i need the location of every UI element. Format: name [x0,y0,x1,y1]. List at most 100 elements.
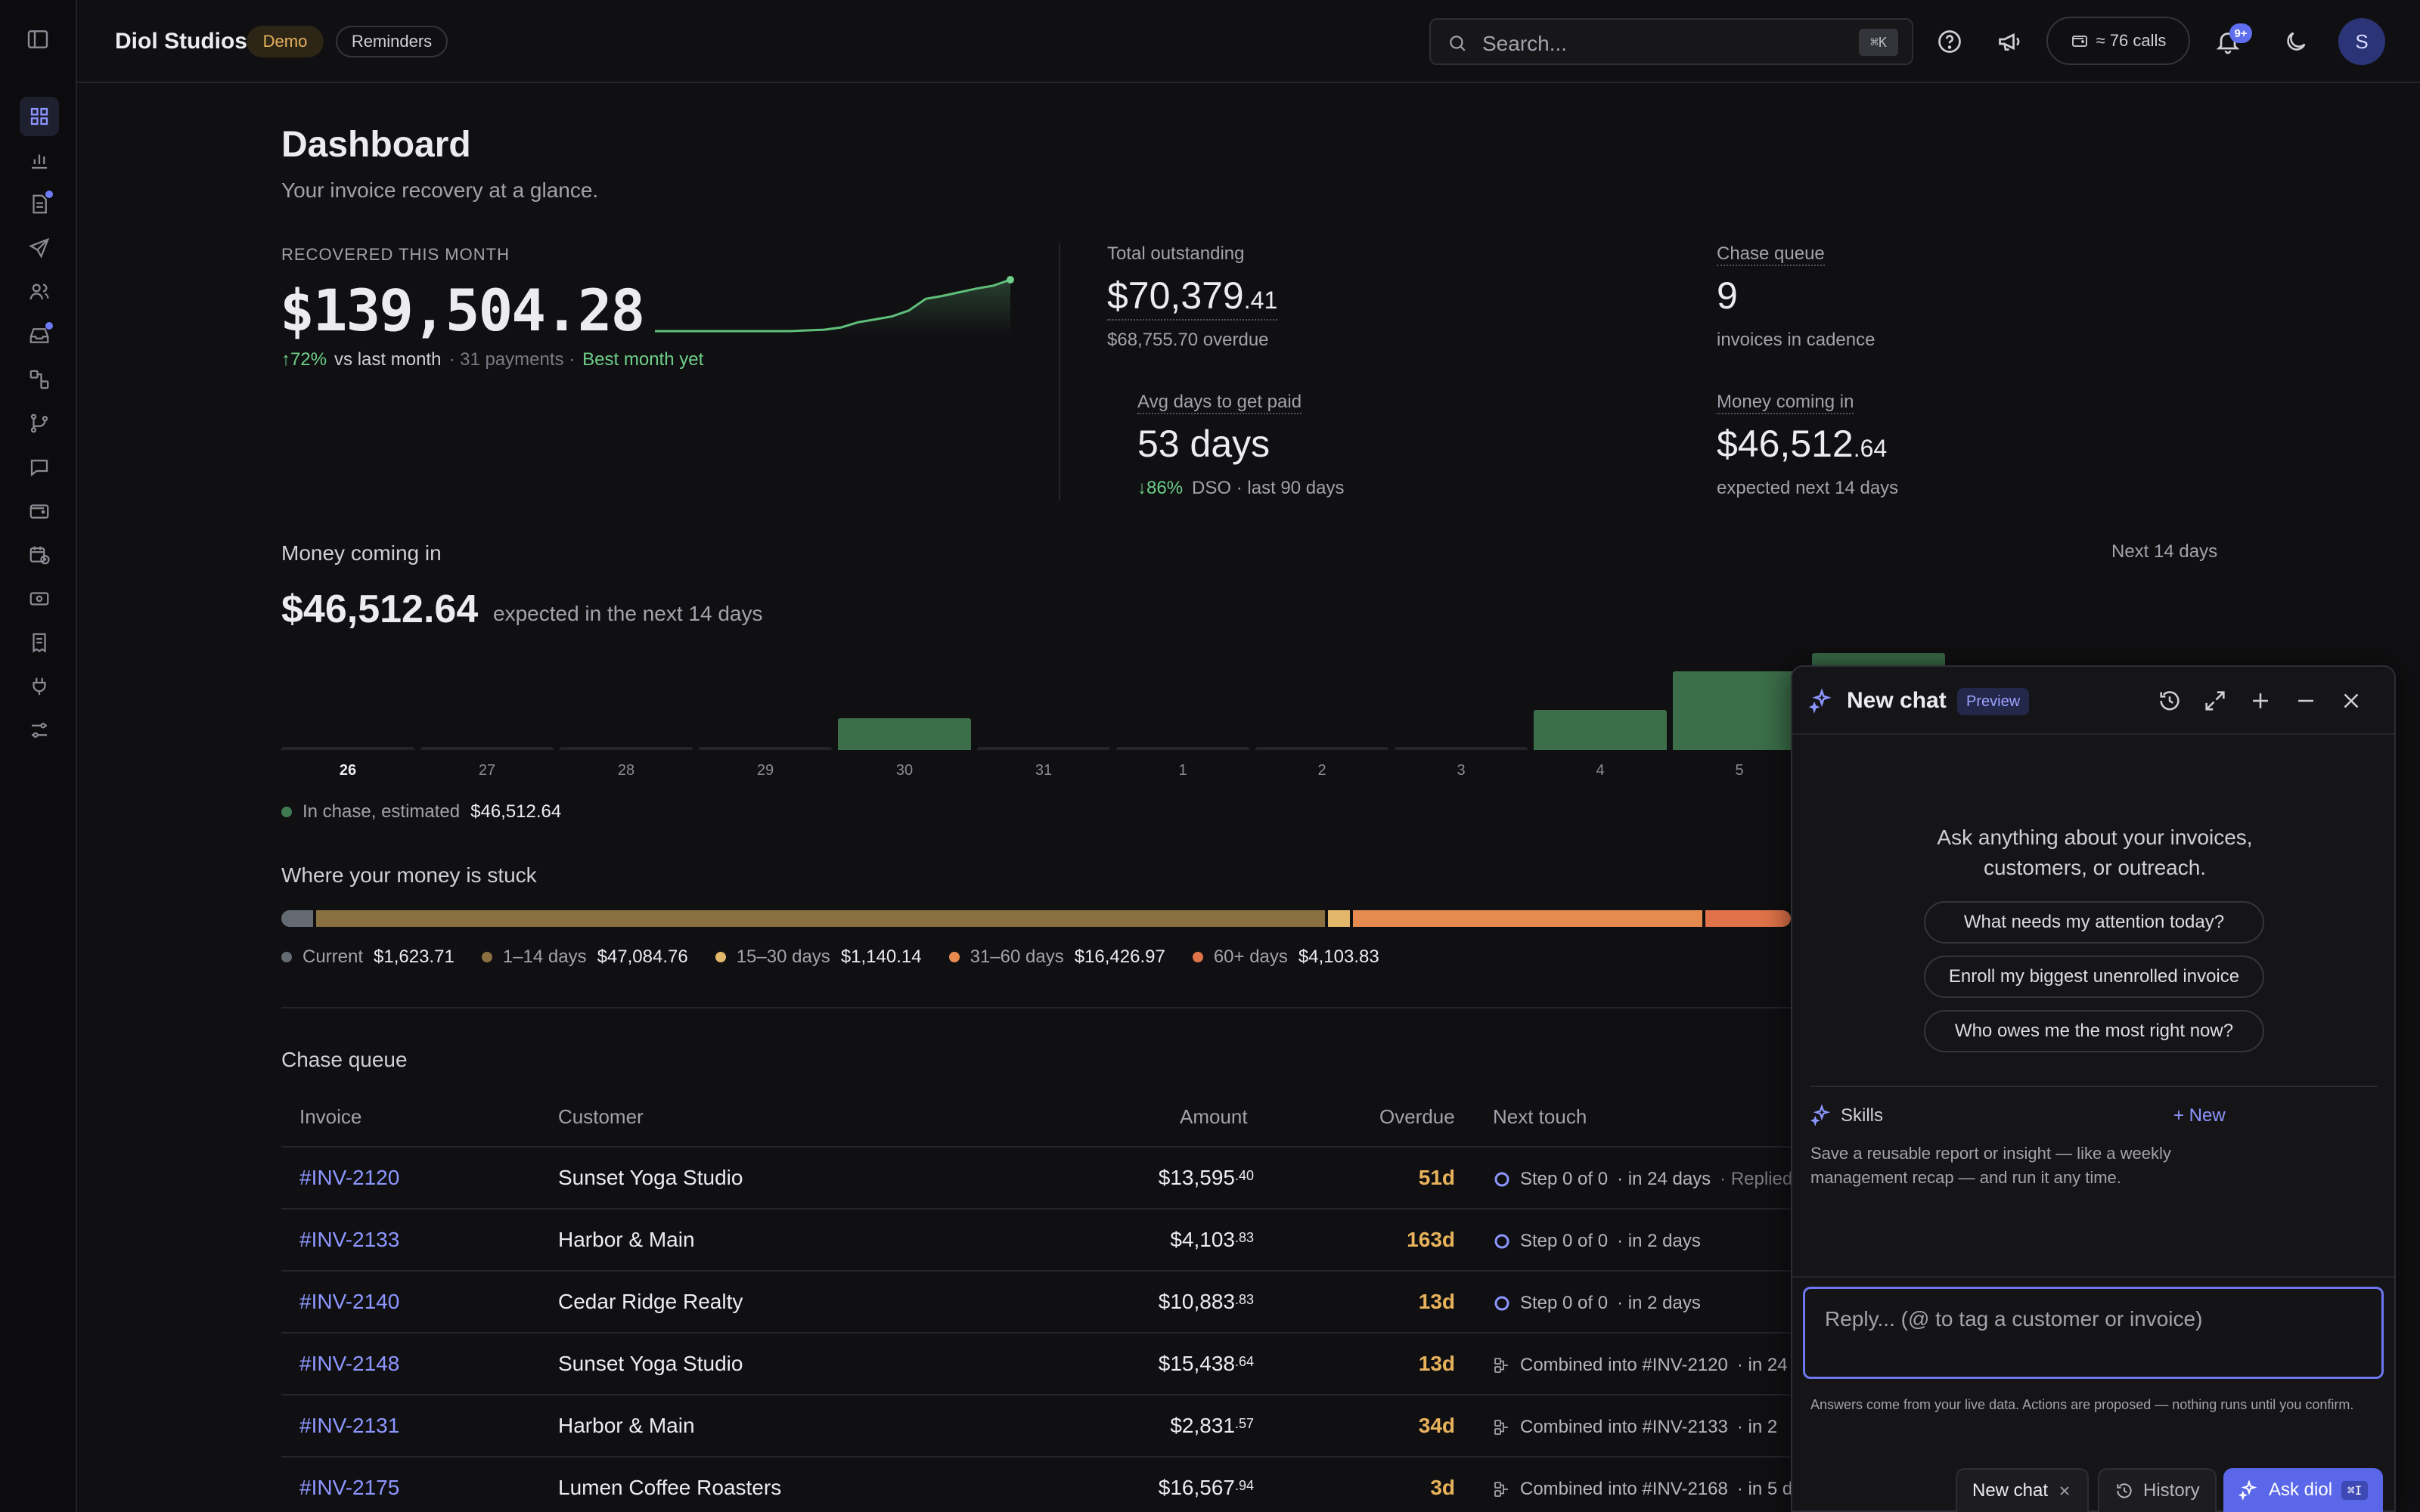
plus-icon[interactable] [2248,688,2273,714]
table-row[interactable]: #INV-2140 Cedar Ridge Realty $10,883.83 13d… [281,1270,1794,1332]
forecast-bar[interactable] [1395,747,1528,750]
invoice-link[interactable]: #INV-2140 [299,1290,400,1313]
forecast-bar[interactable] [838,718,971,750]
col-customer[interactable]: Customer [558,1105,644,1128]
forecast-bar[interactable] [699,747,832,750]
suggestion-owes-most[interactable]: Who owes me the most right now? [1924,1010,2264,1052]
forecast-bar[interactable] [1116,747,1249,750]
sidebar-item-inbox[interactable] [20,316,59,355]
invoice-link[interactable]: #INV-2133 [299,1228,400,1251]
sidebar-item-invoices[interactable] [20,184,59,224]
sidebar-item-settings[interactable] [20,711,59,750]
suggestion-attention[interactable]: What needs my attention today? [1924,901,2264,943]
sidebar-item-outreach[interactable] [20,228,59,268]
help-icon[interactable] [1930,22,1969,61]
forecast-bar[interactable] [1255,747,1388,750]
col-next-touch[interactable]: Next touch [1493,1105,1587,1128]
history-tab[interactable]: History [2098,1468,2217,1512]
git-branch-icon [30,414,48,433]
notifications-badge: 9+ [2229,23,2252,43]
sidebar-item-branches[interactable] [20,404,59,443]
aging-segment[interactable] [316,910,1326,927]
invoice-link[interactable]: #INV-2175 [299,1476,400,1499]
table-row[interactable]: #INV-2175 Lumen Coffee Roasters $16,567.94… [281,1456,1821,1512]
users-icon [29,284,49,300]
table-row[interactable]: #INV-2120 Sunset Yoga Studio $13,595.40 51d… [281,1146,1794,1208]
expand-icon[interactable] [2202,688,2228,714]
aging-segment[interactable] [1705,910,1791,927]
sidebar-item-billing[interactable] [20,623,59,662]
sidebar-item-integrations[interactable] [20,667,59,706]
megaphone-icon[interactable] [1990,22,2030,61]
customer-name[interactable]: Sunset Yoga Studio [558,1166,743,1189]
table-row[interactable]: #INV-2131 Harbor & Main $2,831.57 34d Combin… [281,1394,1794,1456]
customer-name[interactable]: Lumen Coffee Roasters [558,1476,782,1499]
sidebar-item-messages[interactable] [20,448,59,487]
aging-bar [281,910,1794,927]
sidebar-item-analytics[interactable] [20,141,59,180]
table-row[interactable]: #INV-2148 Sunset Yoga Studio $15,438.64 13d… [281,1332,1794,1394]
close-icon[interactable] [2057,1483,2072,1498]
recovered-payments: · 31 payments · [448,349,576,370]
aging-segment[interactable] [281,910,314,927]
demo-badge: Demo [247,26,324,57]
org-name[interactable]: Diol Studios [115,29,247,54]
invoice-link[interactable]: #INV-2120 [299,1166,400,1189]
forecast-bar[interactable] [1673,671,1806,750]
customer-name[interactable]: Cedar Ridge Realty [558,1290,743,1313]
close-icon[interactable] [2338,688,2364,714]
aging-segment[interactable] [1352,910,1703,927]
search-input[interactable]: Search... ⌘K [1429,18,1913,65]
sparkles-icon [2238,1479,2257,1501]
suggestion-enroll[interactable]: Enroll my biggest unenrolled invoice [1924,956,2264,998]
customer-name[interactable]: Harbor & Main [558,1228,695,1251]
invoice-link[interactable]: #INV-2148 [299,1352,400,1375]
avg-days-label[interactable]: Avg days to get paid [1137,392,1302,414]
sidebar-item-dashboard[interactable] [20,97,59,136]
moon-icon[interactable] [2276,22,2316,61]
skills-new-button[interactable]: + New [2173,1105,2226,1126]
chase-queue-label[interactable]: Chase queue [1717,243,1825,266]
table-row[interactable]: #INV-2133 Harbor & Main $4,103.83 163d Step … [281,1208,1794,1270]
bar-chart-icon [32,154,47,169]
reply-input[interactable]: Reply... (@ to tag a customer or invoice… [1803,1287,2384,1379]
ask-diol-shortcut: ⌘I [2341,1480,2369,1500]
best-month-label: Best month yet [582,349,704,370]
forecast-bar[interactable] [281,747,414,750]
skills-icon [1810,1104,1831,1126]
sidebar-item-customers[interactable] [20,272,59,311]
notifications-button[interactable]: 9+ [2208,22,2252,61]
forecast-day-label: 4 [1596,762,1605,779]
sidebar-item-schedule[interactable] [20,535,59,575]
col-amount[interactable]: Amount [1180,1105,1248,1128]
minimize-icon[interactable] [2293,688,2319,714]
customer-name[interactable]: Harbor & Main [558,1414,695,1437]
reminders-button[interactable]: Reminders [336,26,448,57]
forecast-bar[interactable] [1534,710,1667,750]
forecast-bar[interactable] [560,747,693,750]
avatar[interactable]: S [2338,18,2385,65]
money-in-label[interactable]: Money coming in [1717,392,1854,414]
aging-legend-item: Current $1,623.71 [281,947,455,968]
forecast-day-label: 1 [1178,762,1187,779]
aging-segment[interactable] [1328,910,1350,927]
customer-name[interactable]: Sunset Yoga Studio [558,1352,743,1375]
divider [1792,1276,2394,1278]
new-chat-tab[interactable]: New chat [1956,1468,2090,1512]
forecast-bar[interactable] [420,747,554,750]
col-overdue[interactable]: Overdue [1379,1105,1455,1128]
invoice-link[interactable]: #INV-2131 [299,1414,400,1437]
calls-usage-button[interactable]: ≈ 76 calls [2046,17,2190,65]
sidebar-item-payments[interactable] [20,579,59,618]
ask-diol-label: Ask diol [2269,1479,2333,1500]
col-invoice[interactable]: Invoice [299,1105,362,1128]
history-icon[interactable] [2157,688,2183,714]
sidebar-item-workflows[interactable] [20,360,59,399]
ask-diol-button[interactable]: Ask diol ⌘I [2223,1468,2384,1512]
sidebar-toggle-icon[interactable] [26,27,50,51]
forecast-range[interactable]: Next 14 days [2111,541,2218,562]
circle-icon [1494,1234,1509,1249]
forecast-bar[interactable] [977,747,1110,750]
history-tab-label: History [2143,1480,2200,1501]
sidebar-item-wallet[interactable] [20,491,59,531]
